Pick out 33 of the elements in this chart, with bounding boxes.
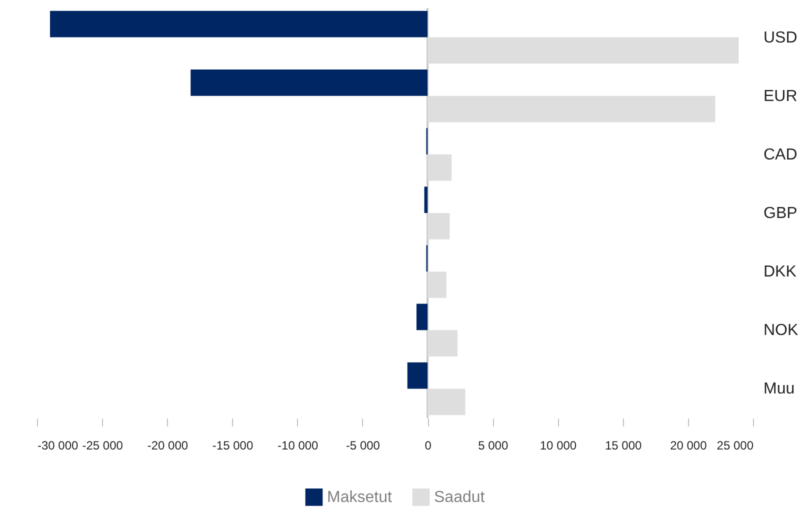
bar: [428, 154, 452, 181]
bar: [428, 96, 716, 122]
bar: [50, 10, 428, 38]
bar: [428, 213, 450, 240]
legend-label: Maksetut: [327, 489, 392, 506]
x-tick-label: 20 000: [670, 438, 708, 452]
y-tick-label: EUR: [764, 88, 798, 105]
x-tick-label: -10 000: [278, 438, 319, 452]
y-tick-label: DKK: [764, 264, 797, 281]
y-tick-label: GBP: [764, 205, 798, 222]
y-tick-label: NOK: [764, 322, 798, 340]
x-tick-label: 10 000: [540, 438, 577, 452]
x-tick-label: -5 000: [346, 438, 380, 452]
bar: [424, 186, 428, 213]
y-tick-label: Muu: [764, 380, 795, 398]
x-tick-label: 15 000: [604, 438, 642, 452]
bar: [428, 388, 466, 416]
bar: [416, 304, 428, 330]
bar: [428, 272, 446, 298]
bar: [428, 330, 458, 356]
x-tick-label: -15 000: [212, 438, 254, 452]
y-tick-label: USD: [764, 29, 798, 46]
x-tick-label: 0: [424, 438, 432, 452]
y-tick-label: CAD: [764, 146, 798, 164]
legend-label: Saadut: [434, 489, 486, 506]
bar: [407, 362, 428, 389]
x-tick-label: -30 000: [38, 438, 79, 452]
bar: [190, 70, 428, 96]
x-tick-label: -20 000: [147, 438, 188, 452]
x-tick-label: 5 000: [478, 438, 508, 452]
bar: [428, 37, 739, 64]
x-tick-label: 25 000: [716, 438, 754, 452]
x-tick-label: -25 000: [82, 438, 124, 452]
